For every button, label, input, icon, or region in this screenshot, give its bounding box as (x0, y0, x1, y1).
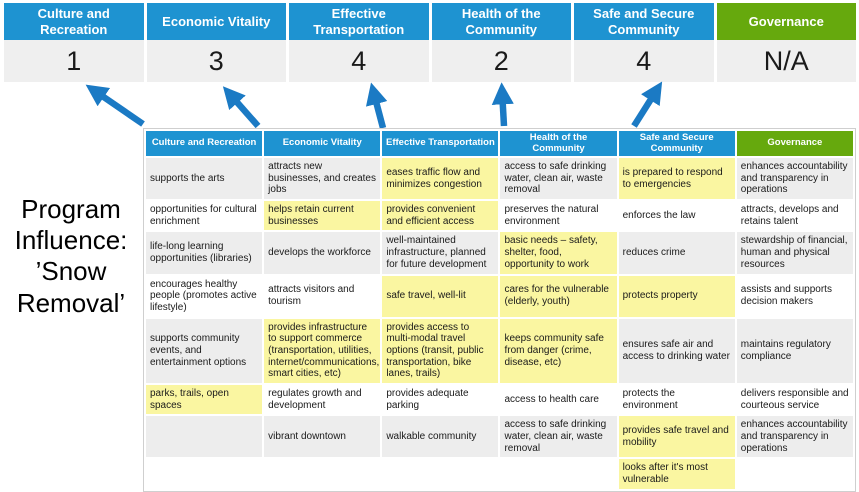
sb-score-economic: 3 (146, 40, 286, 82)
up-arrow-icon (222, 86, 261, 129)
matrix-cell: access to safe drinking water, clean air… (498, 414, 619, 460)
sb-score-safety: 4 (574, 40, 714, 82)
matrix-cell: develops the workforce (262, 230, 383, 276)
table-row: opportunities for cultural enrichment hel… (143, 199, 856, 233)
matrix-cell: life-long learning opportunities (librar… (143, 230, 265, 276)
matrix-cell: enhances accountability and transparency… (734, 155, 856, 202)
matrix-cell: reduces crime (616, 230, 737, 276)
matrix-cell: delivers responsible and courteous servi… (734, 382, 856, 417)
influence-matrix: Culture and Recreation Economic Vitality… (143, 128, 856, 492)
matrix-cell: assists and supports decision makers (734, 273, 856, 319)
table-row: parks, trails, open spaces regulates grow… (143, 382, 856, 417)
matrix-cell: walkable community (380, 414, 501, 460)
up-arrow-icon (365, 82, 388, 129)
matrix-cell: provides adequate parking (380, 382, 501, 417)
matrix-cell: protects property (616, 273, 737, 319)
matrix-cell: parks, trails, open spaces (143, 382, 265, 417)
table-row: vibrant downtown walkable community access… (143, 414, 856, 460)
matrix-cell (498, 457, 619, 491)
sb-header-safety: Safe and Secure Community (574, 3, 714, 40)
matrix-cell (734, 457, 856, 491)
scoreboard: Culture and Recreation Economic Vitality… (4, 3, 856, 82)
matrix-cell: eases traffic flow and minimizes congest… (380, 155, 501, 202)
matrix-header-safety: Safe and Secure Community (616, 129, 737, 158)
matrix-cell (380, 457, 501, 491)
sb-header-health: Health of the Community (431, 3, 571, 40)
matrix-header-health: Health of the Community (498, 129, 619, 158)
table-row: life-long learning opportunities (librar… (143, 230, 856, 276)
matrix-cell: enforces the law (616, 199, 737, 233)
matrix-cell: attracts, develops and retains talent (734, 199, 856, 233)
matrix-cell: stewardship of financial, human and phys… (734, 230, 856, 276)
arrows-layer (85, 81, 663, 129)
sb-header-culture: Culture and Recreation (4, 3, 144, 40)
matrix-cell: supports the arts (143, 155, 265, 202)
matrix-header-governance: Governance (734, 129, 856, 158)
matrix-cell: safe travel, well-lit (380, 273, 501, 319)
up-arrow-icon (491, 82, 514, 127)
matrix-cell: helps retain current businesses (262, 199, 383, 233)
sb-score-health: 2 (431, 40, 571, 82)
sb-header-transportation: Effective Transportation (289, 3, 429, 40)
up-arrow-icon (631, 81, 663, 128)
matrix-cell: provides safe travel and mobility (616, 414, 737, 460)
matrix-cell (262, 457, 383, 491)
matrix-cell: encourages healthy people (promotes acti… (143, 273, 265, 319)
matrix-cell: enhances accountability and transparency… (734, 414, 856, 460)
matrix-cell: keeps community safe from danger (crime,… (498, 316, 619, 386)
sb-score-transportation: 4 (289, 40, 429, 82)
matrix-cell: maintains regulatory compliance (734, 316, 856, 386)
matrix-cell: protects the environment (616, 382, 737, 417)
sb-header-governance: Governance (716, 3, 856, 40)
sb-score-culture: 1 (4, 40, 144, 82)
matrix-cell: is prepared to respond to emergencies (616, 155, 737, 202)
table-row: encourages healthy people (promotes acti… (143, 273, 856, 319)
matrix-cell: cares for the vulnerable (elderly, youth… (498, 273, 619, 319)
sb-score-governance: N/A (716, 40, 856, 82)
matrix-header-transportation: Effective Transportation (380, 129, 501, 158)
matrix-header-economic: Economic Vitality (262, 129, 383, 158)
matrix-header-row: Culture and Recreation Economic Vitality… (143, 129, 856, 158)
matrix-cell: regulates growth and development (262, 382, 383, 417)
matrix-cell: attracts visitors and tourism (262, 273, 383, 319)
table-row: supports the arts attracts new businesses… (143, 155, 856, 202)
sb-header-economic: Economic Vitality (146, 3, 286, 40)
matrix-cell (143, 457, 265, 491)
matrix-cell: looks after it's most vulnerable (616, 457, 737, 491)
matrix-cell: opportunities for cultural enrichment (143, 199, 265, 233)
matrix-cell: access to safe drinking water, clean air… (498, 155, 619, 202)
matrix-cell: access to health care (498, 382, 619, 417)
matrix-cell: ensures safe air and access to drinking … (616, 316, 737, 386)
matrix-cell: preserves the natural environment (498, 199, 619, 233)
matrix-header-culture: Culture and Recreation (143, 129, 265, 158)
matrix-cell: provides convenient and efficient access (380, 199, 501, 233)
up-arrow-icon (85, 84, 145, 127)
matrix-cell: provides access to multi-modal travel op… (380, 316, 501, 386)
table-row: looks after it's most vulnerable (143, 457, 856, 491)
program-influence-title: Program Influence: ’Snow Removal’ (14, 194, 128, 318)
matrix-body: supports the arts attracts new businesses… (143, 155, 856, 491)
matrix-cell: vibrant downtown (262, 414, 383, 460)
matrix-cell: attracts new businesses, and creates job… (262, 155, 383, 202)
matrix-cell: well-maintained infrastructure, planned … (380, 230, 501, 276)
matrix-cell (143, 414, 265, 460)
matrix-cell: supports community events, and entertain… (143, 316, 265, 386)
matrix-cell: provides infrastructure to support comme… (262, 316, 383, 386)
matrix-cell: basic needs – safety, shelter, food, opp… (498, 230, 619, 276)
table-row: supports community events, and entertain… (143, 316, 856, 386)
